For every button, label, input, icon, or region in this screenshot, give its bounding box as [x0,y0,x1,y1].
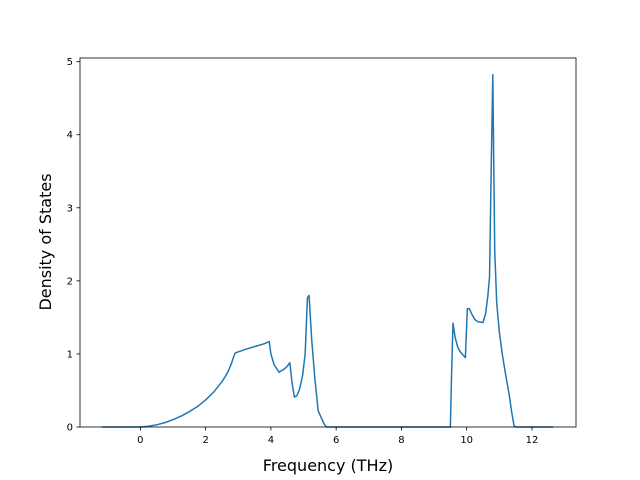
x-tick-label: 6 [333,435,339,446]
y-tick-label: 5 [67,57,73,68]
axes-frame [79,57,577,428]
x-axis-ticks: 0 2 4 6 8 10 12 [137,427,538,446]
x-tick-label: 12 [526,435,539,446]
y-tick-label: 3 [67,203,73,214]
x-axis-label: Frequency (THz) [263,456,393,475]
x-tick-label: 0 [137,435,143,446]
y-axis-label: Density of States [36,173,55,310]
x-tick-label: 4 [268,435,274,446]
y-axis-ticks: 0 1 2 3 4 5 [67,57,80,434]
y-tick-label: 1 [67,349,73,360]
y-tick-label: 0 [67,423,73,434]
x-tick-label: 8 [398,435,404,446]
dos-series-line [101,74,554,428]
x-tick-label: 2 [202,435,208,446]
x-tick-label: 10 [460,435,473,446]
plot-area [101,74,554,428]
y-tick-label: 2 [67,276,73,287]
y-tick-label: 4 [67,130,73,141]
